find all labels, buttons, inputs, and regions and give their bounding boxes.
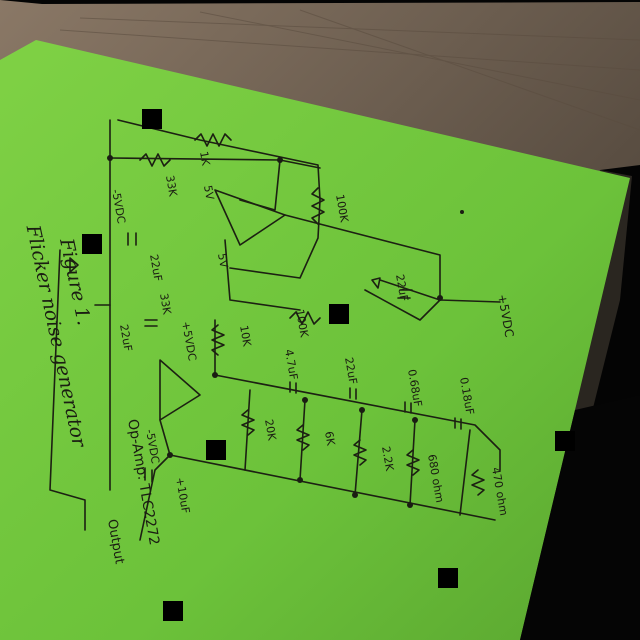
capacitor-symbols <box>127 232 462 483</box>
label-22uf-d: 22uF <box>342 356 360 385</box>
label-5v-a: 5V <box>201 184 216 201</box>
label-10uf-out: +10uF <box>173 476 192 514</box>
ground-symbols <box>69 257 381 289</box>
label-5v-b: 5V <box>215 252 230 269</box>
label-4-7uf-a: 4.7uF <box>282 348 300 381</box>
label-10k: 10K <box>237 324 254 348</box>
redaction-squares <box>82 109 575 621</box>
component-labels: 1K 100K 33K 33K 10K 100K 22uF 22uF 22uF … <box>117 150 510 516</box>
resistor-symbols <box>139 133 485 496</box>
green-paper <box>0 40 630 640</box>
label-22uf-b: 22uF <box>117 323 135 352</box>
label-100k-mid: 100K <box>293 308 311 339</box>
wood-grain <box>59 9 640 131</box>
label-2-2k: 2.2K <box>379 445 396 472</box>
label-0-68uf: 0.68uF <box>405 368 424 407</box>
label-0-18uf: 0.18uF <box>457 376 476 415</box>
label-100k-top: 100K <box>333 193 351 224</box>
label-33k-b: 33K <box>157 292 174 316</box>
schematic-wires <box>49 119 501 541</box>
label-22uf-c: 22uF <box>393 273 411 302</box>
label-22uf-a: 22uF <box>147 253 165 282</box>
label-6k: 6K <box>322 430 337 447</box>
shadow <box>520 395 640 640</box>
label-1k: 1K <box>197 150 212 167</box>
label-20k: 20K <box>262 418 279 442</box>
neg-supply-label: -5VDC <box>109 188 128 225</box>
label-neg5-b: -5VDC <box>143 428 162 465</box>
label-33k-a: 33K <box>163 174 180 198</box>
junction-dots <box>107 155 464 508</box>
